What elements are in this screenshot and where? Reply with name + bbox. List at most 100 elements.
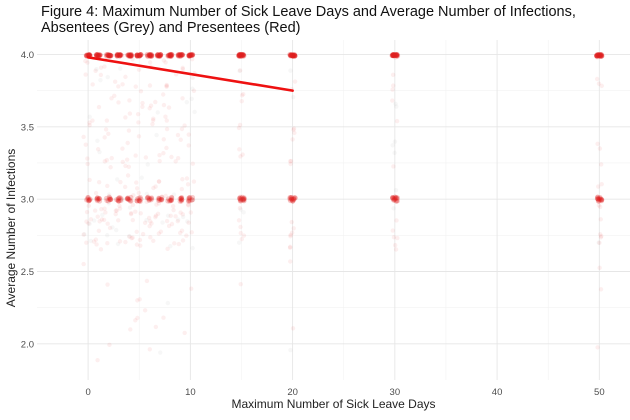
- data-point: [157, 197, 163, 203]
- data-point: [288, 161, 293, 167]
- data-point: [392, 52, 398, 58]
- data-point: [598, 204, 603, 210]
- data-point: [128, 53, 134, 59]
- data-point: [595, 141, 600, 146]
- data-point: [107, 196, 113, 202]
- data-point: [187, 53, 193, 59]
- data-point: [127, 234, 132, 239]
- data-point: [115, 177, 120, 182]
- data-point: [291, 126, 297, 131]
- data-point: [238, 224, 243, 230]
- data-point: [86, 198, 92, 204]
- data-point: [184, 176, 190, 181]
- data-point: [237, 196, 243, 202]
- data-point: [394, 53, 401, 59]
- data-point: [139, 175, 144, 180]
- data-point: [154, 202, 159, 207]
- data-point: [240, 52, 246, 58]
- data-point: [166, 52, 172, 58]
- data-point: [240, 196, 246, 202]
- data-point: [116, 100, 121, 105]
- data-point: [96, 195, 102, 201]
- data-point: [290, 94, 296, 100]
- data-point: [126, 52, 132, 58]
- data-point: [179, 52, 186, 58]
- data-point: [157, 51, 164, 58]
- data-point: [105, 233, 110, 238]
- data-point: [117, 195, 123, 201]
- data-point: [189, 52, 195, 58]
- data-point: [186, 53, 192, 59]
- data-point: [84, 219, 89, 224]
- data-point: [144, 195, 150, 201]
- data-point: [241, 197, 247, 203]
- data-point: [159, 194, 165, 200]
- data-point: [596, 52, 603, 58]
- data-point: [140, 104, 145, 109]
- data-point: [127, 53, 133, 59]
- data-point: [595, 52, 602, 58]
- data-point: [94, 198, 100, 204]
- data-point: [168, 198, 174, 204]
- data-point: [177, 52, 183, 58]
- data-point: [95, 147, 101, 152]
- data-point: [156, 201, 162, 206]
- y-tick-label: 4.0: [21, 50, 34, 61]
- data-point: [288, 259, 293, 264]
- data-point: [287, 195, 293, 201]
- data-point: [290, 198, 296, 204]
- data-point: [180, 66, 186, 72]
- data-point: [136, 120, 141, 125]
- data-point: [188, 52, 195, 58]
- data-point: [241, 195, 247, 201]
- data-point: [157, 158, 162, 164]
- data-point: [236, 218, 242, 223]
- data-point: [392, 52, 398, 59]
- data-point: [137, 53, 143, 59]
- x-tick-label: 40: [492, 387, 503, 398]
- data-point: [115, 196, 121, 202]
- data-point: [103, 52, 110, 58]
- data-point: [163, 193, 168, 198]
- data-point: [97, 198, 103, 204]
- data-point: [390, 72, 396, 78]
- data-point: [107, 342, 112, 348]
- data-point: [149, 196, 155, 202]
- data-point: [142, 220, 148, 226]
- data-point: [292, 53, 298, 59]
- data-point: [290, 53, 297, 59]
- data-point: [140, 231, 146, 237]
- data-point: [239, 194, 245, 200]
- data-point: [175, 132, 181, 138]
- data-point: [158, 52, 164, 58]
- data-point: [169, 194, 175, 200]
- data-point: [287, 198, 293, 204]
- data-point: [394, 198, 400, 204]
- data-point: [186, 143, 191, 148]
- data-point: [168, 198, 174, 204]
- data-point: [104, 198, 110, 204]
- data-point: [390, 52, 397, 58]
- data-point: [151, 185, 156, 191]
- data-point: [161, 102, 167, 108]
- data-point: [96, 196, 102, 202]
- data-point: [289, 230, 295, 235]
- data-point: [106, 52, 112, 58]
- data-point: [165, 52, 172, 58]
- data-point: [241, 198, 247, 204]
- data-point: [142, 308, 148, 313]
- data-point: [98, 72, 104, 78]
- data-point: [596, 197, 602, 203]
- data-point: [108, 196, 114, 202]
- data-point: [136, 190, 142, 196]
- data-point: [161, 58, 167, 63]
- data-point: [147, 53, 154, 59]
- data-point: [164, 84, 169, 89]
- data-point: [106, 194, 112, 200]
- data-point: [390, 52, 396, 59]
- data-point: [134, 196, 140, 202]
- data-point: [161, 315, 166, 320]
- data-point: [394, 218, 399, 223]
- data-point: [134, 198, 140, 204]
- data-point: [155, 52, 161, 58]
